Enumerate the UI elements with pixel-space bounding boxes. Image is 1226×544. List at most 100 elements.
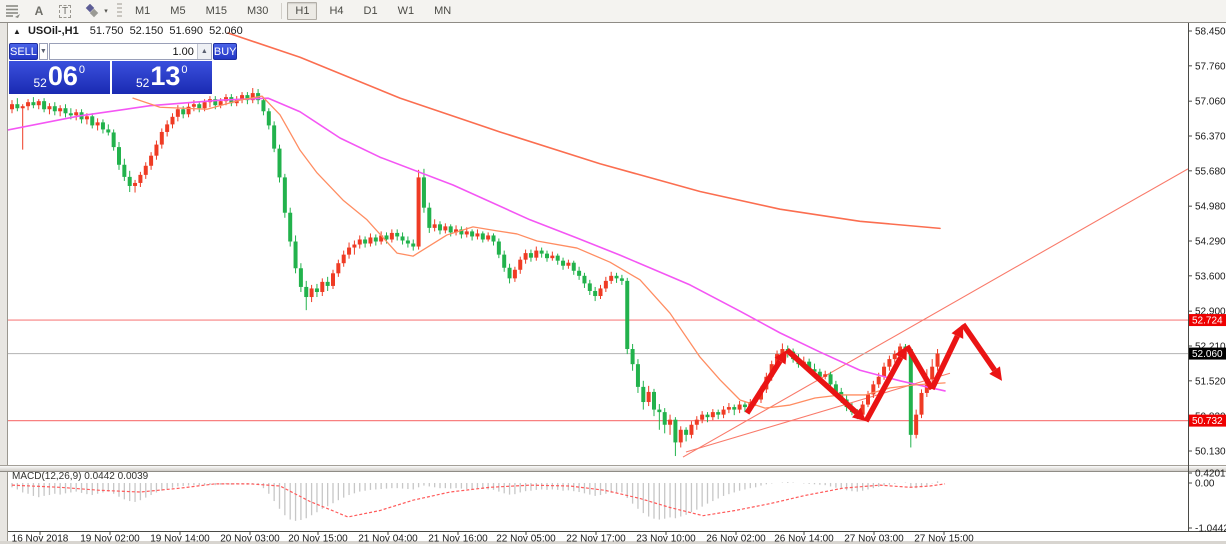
macd-axis-label: 0.00	[1195, 479, 1215, 490]
price-axis-label: 57.760	[1195, 61, 1226, 72]
time-axis-label: 19 Nov 02:00	[80, 534, 140, 544]
collapse-panel-icon[interactable]: ▲	[13, 27, 21, 36]
volume-spin-up-button[interactable]: ▲	[196, 44, 211, 59]
horizontal-lines-icon	[6, 5, 20, 18]
time-axis-label: 22 Nov 17:00	[566, 534, 626, 544]
buy-price-button[interactable]: 52 13 0	[111, 61, 212, 94]
chevron-down-icon: ▾	[104, 8, 108, 15]
window-left-border	[0, 22, 8, 544]
text-label-icon: T	[58, 4, 72, 18]
buy-price-prefix: 52	[135, 76, 150, 90]
volume-field-wrap: ▲	[48, 43, 212, 60]
price-axis-label: 51.520	[1195, 376, 1226, 387]
timeframe-H4[interactable]: H4	[329, 5, 344, 17]
sell-button[interactable]: SELL	[9, 43, 38, 60]
arrowhead	[851, 407, 866, 422]
bar-low: 51.690	[169, 25, 203, 37]
macd-signal-line	[11, 483, 946, 518]
macd-axis-label: 0.4201	[1195, 469, 1226, 480]
trend-arrow	[960, 322, 997, 372]
time-axis-label: 21 Nov 16:00	[428, 534, 488, 544]
trend-arrow	[785, 347, 859, 415]
volume-input[interactable]	[49, 44, 197, 59]
trend-arrow	[929, 334, 960, 391]
price-axis[interactable]: 58.450 57.760 57.060 56.370 55.680 54.980 54.2…	[1188, 27, 1226, 535]
timeframe-M30[interactable]: M30	[246, 5, 269, 17]
price-axis-label: 50.130	[1195, 446, 1226, 457]
price-axis-label: 57.060	[1195, 97, 1226, 108]
trend-arrow	[744, 359, 783, 415]
macd-axis-label: -1.0442	[1195, 524, 1226, 535]
toolbar-drag-handle[interactable]	[117, 3, 122, 19]
arrow-tools-button[interactable]: ▾	[80, 2, 112, 20]
timeframe-M1[interactable]: M1	[135, 5, 151, 17]
price-axis-label: 55.680	[1195, 166, 1226, 177]
time-axis-label: 26 Nov 02:00	[706, 534, 766, 544]
text-label-tool-button[interactable]: T	[54, 2, 76, 20]
timeframe-M15[interactable]: M15	[205, 5, 227, 17]
timeframe-group-hours: H1 H4 D1 W1 MN	[285, 2, 461, 20]
toolbar-separator	[281, 3, 283, 19]
timeframe-group-minutes: M1 M5 M15 M30	[125, 2, 278, 20]
arrowhead	[895, 345, 907, 361]
price-badge-value: 52.724	[1192, 316, 1223, 327]
time-axis-label: 21 Nov 04:00	[358, 534, 418, 544]
time-axis-label: 16 Nov 2018	[12, 534, 69, 544]
one-click-trade-panel: SELL ▼ ▲ BUY 52 06 0 52 13 0	[8, 42, 238, 95]
trendline[interactable]	[682, 168, 1188, 458]
price-axis-label: 56.370	[1195, 131, 1226, 142]
candles-layer	[10, 88, 940, 457]
bar-high: 52.150	[129, 25, 164, 37]
moving-average-line	[227, 32, 941, 230]
macd-indicator-label: MACD(12,26,9) 0.0442 0.0039	[12, 471, 149, 482]
time-axis-label: 22 Nov 05:00	[496, 534, 556, 544]
buy-price-main: 13	[150, 61, 181, 91]
timeframe-M5[interactable]: M5	[170, 5, 186, 17]
price-badge-value: 50.732	[1192, 416, 1223, 427]
arrowhead	[774, 350, 787, 365]
sell-price-button[interactable]: 52 06 0	[9, 61, 110, 94]
timeframe-H1[interactable]: H1	[287, 2, 318, 20]
price-axis-label: 52.900	[1195, 307, 1226, 318]
timeframe-D1[interactable]: D1	[363, 5, 378, 17]
text-tool-button[interactable]: A	[34, 4, 44, 18]
line-studies-icon[interactable]	[2, 2, 24, 20]
time-axis-label: 20 Nov 15:00	[288, 534, 348, 544]
sell-price-sup: 0	[78, 64, 86, 76]
price-badge	[1189, 414, 1226, 427]
window-bottom-border	[0, 541, 1226, 544]
price-badge	[1189, 314, 1226, 327]
symbol-ohlc-bar: ▲ USOil-,H1 51.750 52.150 51.690 52.060	[13, 25, 243, 37]
bar-close: 52.060	[209, 25, 243, 37]
price-axis-label: 58.450	[1195, 27, 1226, 38]
arrowhead	[951, 324, 964, 339]
price-axis-label: 52.210	[1195, 341, 1226, 352]
price-badge	[1189, 347, 1226, 360]
time-axis-label: 27 Nov 03:00	[844, 534, 904, 544]
time-axis-label: 20 Nov 03:00	[220, 534, 280, 544]
price-badge-value: 52.060	[1192, 349, 1223, 360]
timeframe-MN[interactable]: MN	[434, 5, 452, 17]
time-axis[interactable]: 16 Nov 2018 19 Nov 02:00 19 Nov 14:00 20 No…	[12, 531, 975, 544]
timeframe-W1[interactable]: W1	[397, 5, 415, 17]
trend-arrow	[904, 344, 935, 391]
buy-button[interactable]: BUY	[212, 43, 238, 60]
indicator-splitter[interactable]	[0, 465, 1226, 472]
time-axis-label: 27 Nov 15:00	[914, 534, 974, 544]
time-axis-label: 19 Nov 14:00	[150, 534, 210, 544]
price-axis-label: 53.600	[1195, 271, 1226, 282]
time-axis-label: 23 Nov 10:00	[636, 534, 696, 544]
time-axis-label: 26 Nov 14:00	[774, 534, 834, 544]
price-axis-label: 54.290	[1195, 236, 1226, 247]
price-axis-label: 54.980	[1195, 202, 1226, 213]
main-chart-layer	[8, 32, 1188, 458]
buy-price-sup: 0	[181, 64, 188, 76]
volume-dropdown-button[interactable]: ▼	[38, 43, 48, 60]
sell-price-prefix: 52	[33, 76, 47, 90]
bar-open: 51.750	[89, 25, 124, 37]
shapes-icon	[85, 4, 99, 18]
moving-average-line	[132, 95, 946, 409]
zigzag-arrows-layer[interactable]	[744, 322, 1002, 423]
